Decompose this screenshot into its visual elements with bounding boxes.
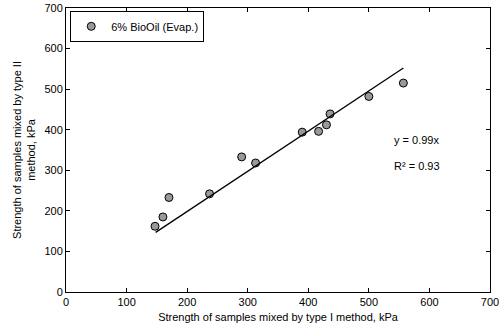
svg-text:300: 300 [239, 296, 257, 308]
svg-text:500: 500 [360, 296, 378, 308]
svg-text:100: 100 [44, 245, 62, 257]
svg-text:0: 0 [63, 296, 69, 308]
svg-text:100: 100 [117, 296, 135, 308]
svg-text:700: 700 [481, 296, 499, 308]
svg-text:300: 300 [44, 164, 62, 176]
svg-text:0: 0 [57, 286, 63, 298]
svg-text:R² = 0.93: R² = 0.93 [394, 160, 440, 172]
svg-text:6% BioOil (Evap.): 6% BioOil (Evap.) [111, 21, 198, 33]
svg-text:y = 0.99x: y = 0.99x [394, 134, 439, 146]
svg-text:200: 200 [44, 205, 62, 217]
svg-text:500: 500 [44, 83, 62, 95]
svg-text:Strength of samples mixed by t: Strength of samples mixed by type I meth… [158, 311, 399, 323]
svg-text:700: 700 [44, 2, 62, 14]
svg-text:400: 400 [44, 124, 62, 136]
svg-text:600: 600 [420, 296, 438, 308]
svg-text:Strength of samples mixed by t: Strength of samples mixed by type IImeth… [11, 61, 37, 239]
svg-text:600: 600 [44, 42, 62, 54]
svg-text:400: 400 [299, 296, 317, 308]
svg-text:200: 200 [178, 296, 196, 308]
